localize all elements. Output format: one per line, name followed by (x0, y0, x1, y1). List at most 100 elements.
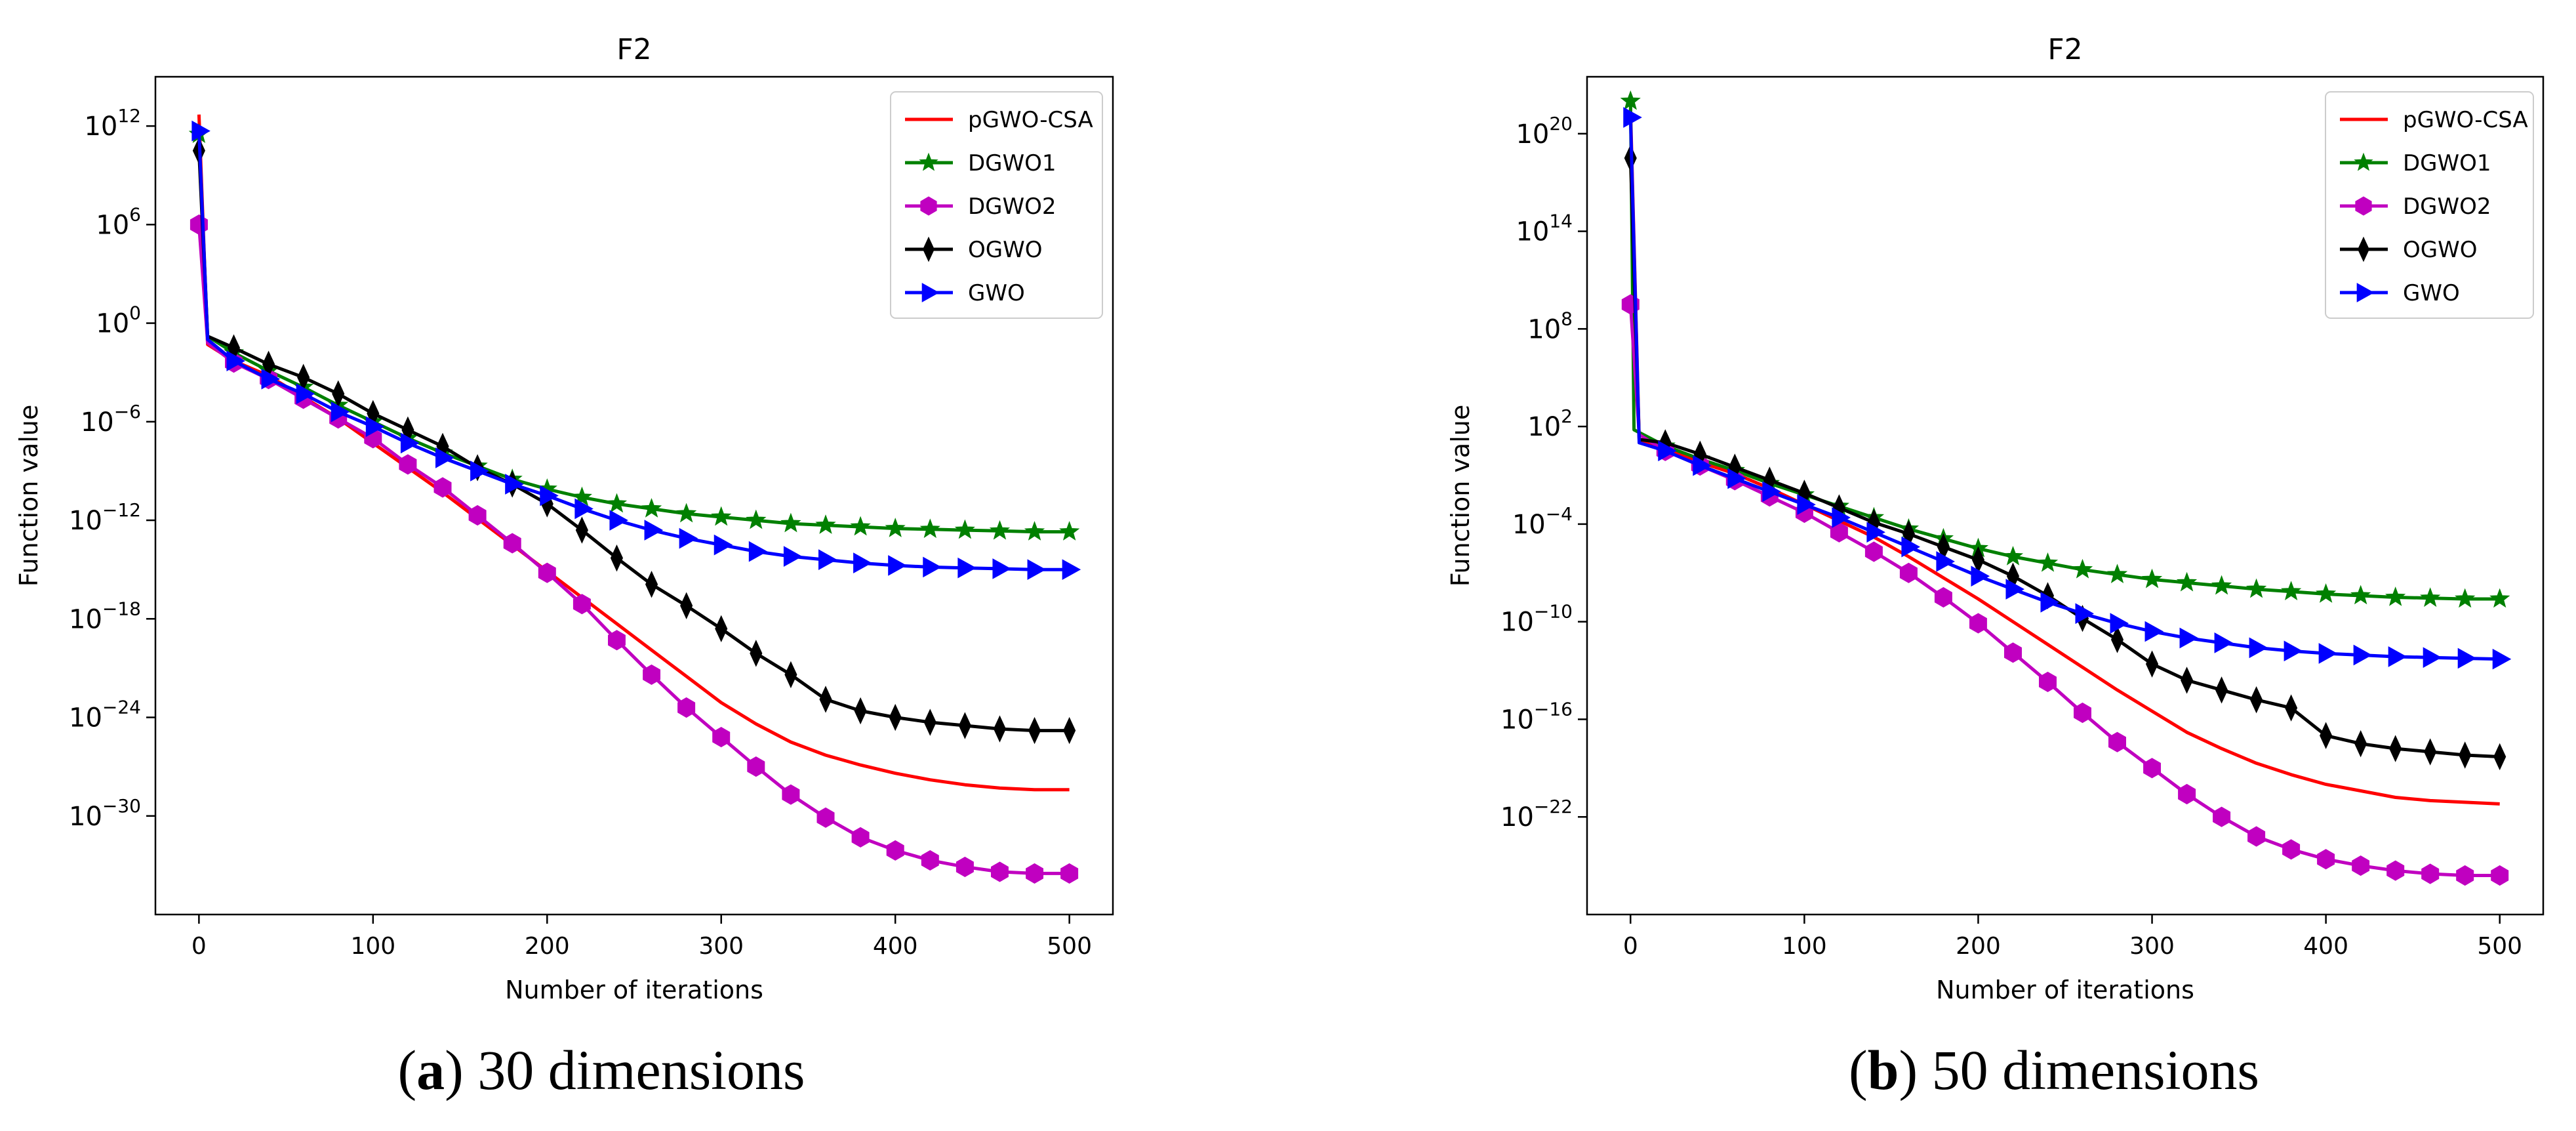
data-point (715, 615, 728, 643)
data-point (2106, 564, 2128, 584)
legend-marker (920, 196, 937, 216)
data-point (296, 383, 315, 405)
data-point (888, 555, 907, 576)
data-point (575, 516, 588, 544)
data-point (1969, 613, 1987, 634)
data-point (2039, 671, 2057, 692)
data-point (1762, 481, 1781, 503)
legend-item: pGWO-CSA (2340, 107, 2528, 133)
data-point (748, 541, 768, 562)
data-point (400, 432, 420, 454)
x-tick-label: 500 (1047, 933, 1092, 960)
data-point (2491, 865, 2509, 886)
data-point (2459, 741, 2472, 769)
data-point (1620, 90, 1641, 110)
series-line (1628, 304, 2500, 877)
data-point (2143, 758, 2161, 779)
data-point (1060, 863, 1079, 884)
legend-item: GWO (905, 280, 1025, 306)
chart-title: F2 (616, 33, 651, 66)
data-point (2455, 588, 2476, 608)
data-point (2072, 558, 2093, 579)
data-point (780, 512, 801, 533)
data-point (815, 514, 836, 534)
data-point (1864, 541, 1883, 562)
legend-label: GWO (968, 280, 1025, 306)
y-tick-label: 1014 (1516, 211, 1573, 247)
data-point (854, 697, 867, 725)
data-point (505, 474, 524, 495)
data-point (676, 503, 697, 523)
data-point (2281, 581, 2302, 601)
data-point (1059, 521, 1080, 541)
data-point (2144, 621, 2164, 642)
y-tick-label: 10−30 (69, 795, 141, 832)
legend-label: DGWO1 (2403, 150, 2491, 176)
data-point (2284, 640, 2303, 662)
legend-label: pGWO-CSA (2403, 107, 2528, 133)
data-point (1026, 863, 1043, 884)
data-point (399, 454, 417, 475)
data-point (2320, 722, 2333, 749)
y-tick-label: 102 (1527, 405, 1573, 442)
legend-label: DGWO1 (968, 150, 1057, 176)
data-point (2353, 644, 2373, 666)
data-point (2040, 592, 2060, 613)
data-point (433, 477, 452, 498)
data-point (958, 712, 971, 739)
legend-item: DGWO2 (2340, 194, 2491, 220)
data-point (609, 510, 628, 531)
caption-b-letter: b (1868, 1038, 1899, 1101)
data-point (1971, 566, 1990, 587)
x-tick-label: 400 (873, 933, 918, 960)
caption-a-letter: a (416, 1038, 445, 1101)
data-point (2141, 568, 2163, 588)
data-point (2385, 586, 2406, 606)
data-point (2249, 637, 2268, 659)
y-tick-label: 10−24 (69, 697, 141, 733)
chart-panel-50-dimensions: F2 Number of iterations Function value 0 100… (1446, 33, 2545, 1004)
data-point (2354, 730, 2367, 758)
data-point (1623, 107, 1642, 128)
data-point (923, 556, 942, 578)
data-point (2247, 826, 2266, 847)
series-ogwo (192, 136, 1076, 745)
data-point (851, 827, 870, 848)
x-tick-label: 0 (191, 933, 207, 960)
series-gwo (1623, 107, 2512, 670)
y-tick-label: 100 (96, 302, 141, 339)
legend-label: DGWO2 (968, 194, 1057, 220)
legend-item: pGWO-CSA (905, 107, 1093, 133)
data-point (885, 518, 906, 537)
data-point (919, 518, 940, 539)
data-point (540, 485, 559, 506)
legend-marker (2358, 236, 2369, 262)
data-point (2317, 849, 2335, 870)
data-point (365, 416, 385, 438)
data-point (1934, 586, 1952, 608)
legend-label: GWO (2403, 280, 2460, 306)
data-point (2037, 552, 2059, 572)
chart-title: F2 (2047, 33, 2082, 66)
data-point (1936, 551, 1955, 572)
data-point (2108, 731, 2126, 752)
data-point (750, 640, 763, 667)
data-point (571, 486, 592, 506)
data-point (992, 558, 1011, 579)
data-point (2489, 588, 2510, 608)
data-point (991, 861, 1009, 882)
data-point (2420, 587, 2441, 607)
legend-marker (2354, 152, 2373, 171)
data-point (2075, 603, 2095, 625)
data-point (2002, 546, 2024, 566)
data-point (2110, 626, 2124, 653)
data-point (2110, 613, 2129, 634)
data-point (714, 534, 733, 556)
y-tick-label: 10−6 (81, 401, 141, 438)
data-point (643, 664, 660, 685)
data-point (606, 493, 628, 513)
data-point (747, 756, 765, 777)
series-pgwo-csa (1628, 109, 2500, 806)
data-point (191, 120, 211, 142)
y-tick-label: 10−12 (69, 499, 141, 536)
